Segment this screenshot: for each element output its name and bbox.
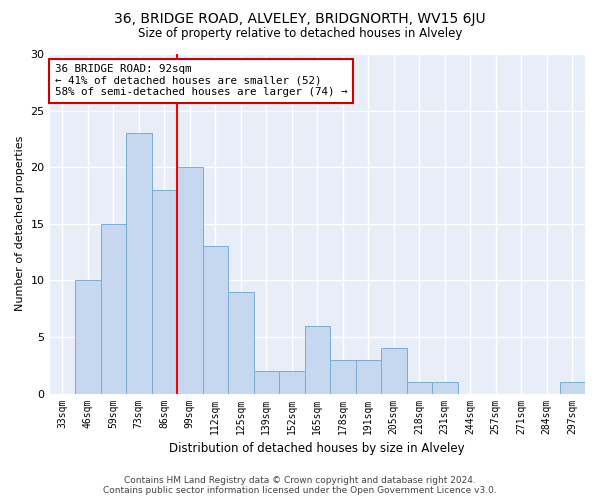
Text: 36 BRIDGE ROAD: 92sqm
← 41% of detached houses are smaller (52)
58% of semi-deta: 36 BRIDGE ROAD: 92sqm ← 41% of detached … [55, 64, 347, 98]
Bar [330, 360, 356, 394]
Bar [356, 360, 381, 394]
Text: Size of property relative to detached houses in Alveley: Size of property relative to detached ho… [138, 28, 462, 40]
Bar [152, 190, 177, 394]
Bar [177, 167, 203, 394]
Bar [432, 382, 458, 394]
Bar [126, 133, 152, 394]
Bar [228, 292, 254, 394]
Bar [305, 326, 330, 394]
Bar [560, 382, 585, 394]
Bar [203, 246, 228, 394]
X-axis label: Distribution of detached houses by size in Alveley: Distribution of detached houses by size … [169, 442, 465, 455]
Text: Contains HM Land Registry data © Crown copyright and database right 2024.
Contai: Contains HM Land Registry data © Crown c… [103, 476, 497, 495]
Bar [101, 224, 126, 394]
Y-axis label: Number of detached properties: Number of detached properties [15, 136, 25, 312]
Bar [75, 280, 101, 394]
Bar [254, 371, 279, 394]
Bar [407, 382, 432, 394]
Bar [279, 371, 305, 394]
Bar [381, 348, 407, 394]
Text: 36, BRIDGE ROAD, ALVELEY, BRIDGNORTH, WV15 6JU: 36, BRIDGE ROAD, ALVELEY, BRIDGNORTH, WV… [114, 12, 486, 26]
